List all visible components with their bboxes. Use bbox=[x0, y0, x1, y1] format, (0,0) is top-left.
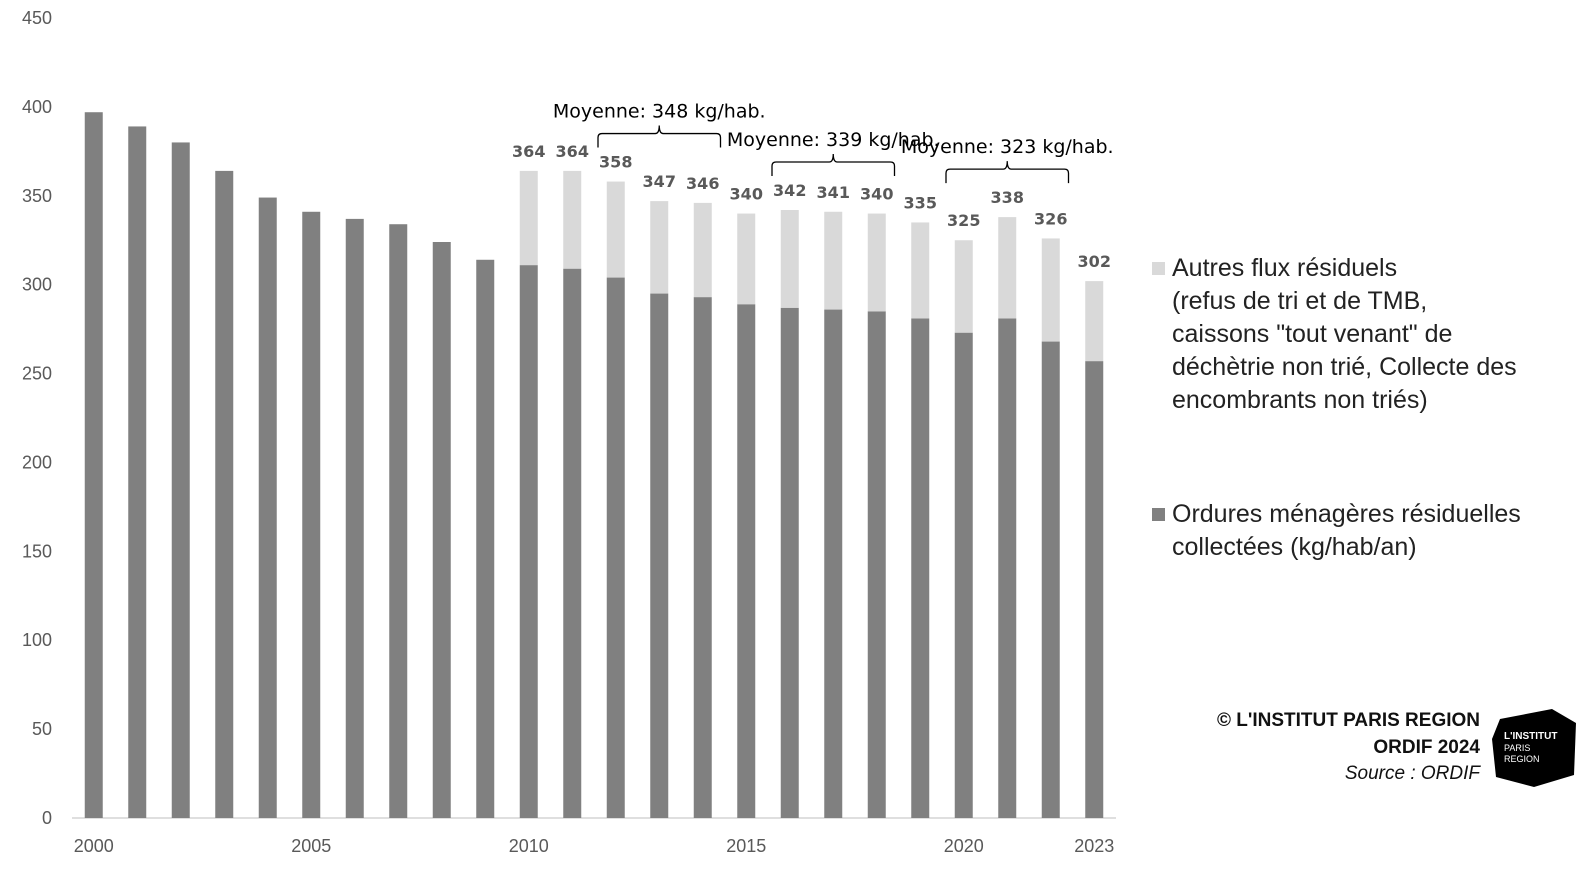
bar-ordures-menageres-2010 bbox=[520, 265, 538, 818]
bar-ordures-menageres-2004 bbox=[259, 198, 277, 818]
logo-text-line-2: PARIS bbox=[1504, 743, 1530, 753]
bar-ordures-menageres-2018 bbox=[868, 311, 886, 818]
average-bracket-3 bbox=[946, 161, 1069, 183]
x-axis: 2000 2005 2010 2015 2020 2023 bbox=[72, 818, 1116, 856]
bar-ordures-menageres-2008 bbox=[433, 242, 451, 818]
y-tick-label-50: 50 bbox=[32, 719, 52, 739]
bar-autres-flux-2014 bbox=[694, 203, 712, 297]
x-tick-label-2000: 2000 bbox=[74, 836, 114, 856]
total-label-2021: 338 bbox=[991, 188, 1024, 207]
y-tick-label-300: 300 bbox=[22, 275, 52, 295]
bar-ordures-menageres-2013 bbox=[650, 294, 668, 818]
bar-autres-flux-2015 bbox=[737, 214, 755, 305]
bar-ordures-menageres-2009 bbox=[476, 260, 494, 818]
bar-ordures-menageres-2021 bbox=[998, 318, 1016, 818]
bar-ordures-menageres-2002 bbox=[172, 142, 190, 818]
copyright-text: © L'INSTITUT PARIS REGION bbox=[1080, 707, 1480, 734]
total-label-2017: 341 bbox=[817, 183, 850, 202]
x-tick-label-2015: 2015 bbox=[726, 836, 766, 856]
legend-swatch-ordures-menageres bbox=[1152, 508, 1165, 521]
bar-autres-flux-2023 bbox=[1085, 281, 1103, 361]
logo-text-line-3: REGION bbox=[1504, 754, 1540, 764]
total-label-2014: 346 bbox=[686, 174, 719, 193]
y-tick-label-400: 400 bbox=[22, 97, 52, 117]
institut-paris-region-logo: L'INSTITUT PARIS REGION bbox=[1492, 709, 1576, 787]
bar-autres-flux-2010 bbox=[520, 171, 538, 265]
bar-ordures-menageres-2001 bbox=[128, 126, 146, 818]
total-label-2013: 347 bbox=[643, 172, 676, 191]
bar-autres-flux-2021 bbox=[998, 217, 1016, 318]
y-tick-label-100: 100 bbox=[22, 630, 52, 650]
legend-item-autres-flux: Autres flux résiduels (refus de tri et de… bbox=[1152, 252, 1592, 417]
average-label-1: Moyenne: 348 kg/hab. bbox=[553, 101, 766, 123]
total-label-2023: 302 bbox=[1078, 252, 1111, 271]
y-tick-label-450: 450 bbox=[22, 8, 52, 28]
x-tick-label-2020: 2020 bbox=[944, 836, 984, 856]
bar-autres-flux-2022 bbox=[1042, 238, 1060, 341]
bar-ordures-menageres-2012 bbox=[607, 278, 625, 818]
bar-autres-flux-2016 bbox=[781, 210, 799, 308]
bar-ordures-menageres-2016 bbox=[781, 308, 799, 818]
average-bracket-2 bbox=[772, 154, 895, 176]
ordif-year-text: ORDIF 2024 bbox=[1080, 734, 1480, 761]
y-axis: 0 50 100 150 200 250 300 350 400 450 bbox=[22, 8, 52, 828]
bar-ordures-menageres-2020 bbox=[955, 333, 973, 818]
y-tick-label-150: 150 bbox=[22, 541, 52, 561]
bar-autres-flux-2011 bbox=[563, 171, 581, 269]
x-tick-label-2023: 2023 bbox=[1074, 836, 1114, 856]
bar-ordures-menageres-2006 bbox=[346, 219, 364, 818]
bar-ordures-menageres-2000 bbox=[85, 112, 103, 818]
bar-autres-flux-2013 bbox=[650, 201, 668, 293]
bar-ordures-menageres-2014 bbox=[694, 297, 712, 818]
bar-autres-flux-2012 bbox=[607, 182, 625, 278]
bar-ordures-menageres-2017 bbox=[824, 310, 842, 818]
bar-ordures-menageres-2011 bbox=[563, 269, 581, 818]
average-label-3: Moyenne: 323 kg/hab. bbox=[901, 136, 1114, 158]
total-label-2020: 325 bbox=[947, 211, 980, 230]
legend-label-ordures-menageres: Ordures ménagères résiduelles collectées … bbox=[1172, 498, 1592, 564]
y-tick-label-200: 200 bbox=[22, 452, 52, 472]
legend-label-autres-flux: Autres flux résiduels (refus de tri et de… bbox=[1172, 252, 1592, 417]
legend-item-ordures-menageres: Ordures ménagères résiduelles collectées … bbox=[1152, 498, 1592, 564]
logo-text-line-1: L'INSTITUT bbox=[1504, 731, 1557, 742]
y-tick-label-0: 0 bbox=[42, 808, 52, 828]
bar-ordures-menageres-2007 bbox=[389, 224, 407, 818]
total-label-2019: 335 bbox=[904, 193, 937, 212]
average-bracket-1 bbox=[598, 126, 721, 148]
bar-autres-flux-2018 bbox=[868, 214, 886, 312]
bar-autres-flux-2017 bbox=[824, 212, 842, 310]
legend-swatch-autres-flux bbox=[1152, 262, 1165, 275]
total-label-2011: 364 bbox=[556, 142, 589, 161]
bar-ordures-menageres-2005 bbox=[302, 212, 320, 818]
total-label-2018: 340 bbox=[860, 185, 893, 204]
y-tick-label-350: 350 bbox=[22, 186, 52, 206]
x-tick-label-2005: 2005 bbox=[291, 836, 331, 856]
average-annotations-group: Moyenne: 348 kg/hab.Moyenne: 339 kg/hab.… bbox=[553, 101, 1114, 184]
total-label-2022: 326 bbox=[1034, 209, 1067, 228]
bar-autres-flux-2020 bbox=[955, 240, 973, 332]
bar-autres-flux-2019 bbox=[911, 222, 929, 318]
x-tick-label-2010: 2010 bbox=[509, 836, 549, 856]
total-label-2016: 342 bbox=[773, 181, 806, 200]
total-label-2010: 364 bbox=[512, 142, 545, 161]
total-label-2012: 358 bbox=[599, 153, 632, 172]
y-tick-label-250: 250 bbox=[22, 364, 52, 384]
total-label-2015: 340 bbox=[730, 185, 763, 204]
bar-ordures-menageres-2015 bbox=[737, 304, 755, 818]
bar-ordures-menageres-2022 bbox=[1042, 342, 1060, 818]
total-labels-group: 364 364 358 347 346 340 342 341 340 335 325 338 326 3… bbox=[512, 142, 1111, 271]
bar-ordures-menageres-2003 bbox=[215, 171, 233, 818]
source-text: Source : ORDIF bbox=[1080, 761, 1480, 787]
bar-ordures-menageres-2019 bbox=[911, 318, 929, 818]
credit-block: © L'INSTITUT PARIS REGION ORDIF 2024 Sou… bbox=[1080, 707, 1480, 787]
